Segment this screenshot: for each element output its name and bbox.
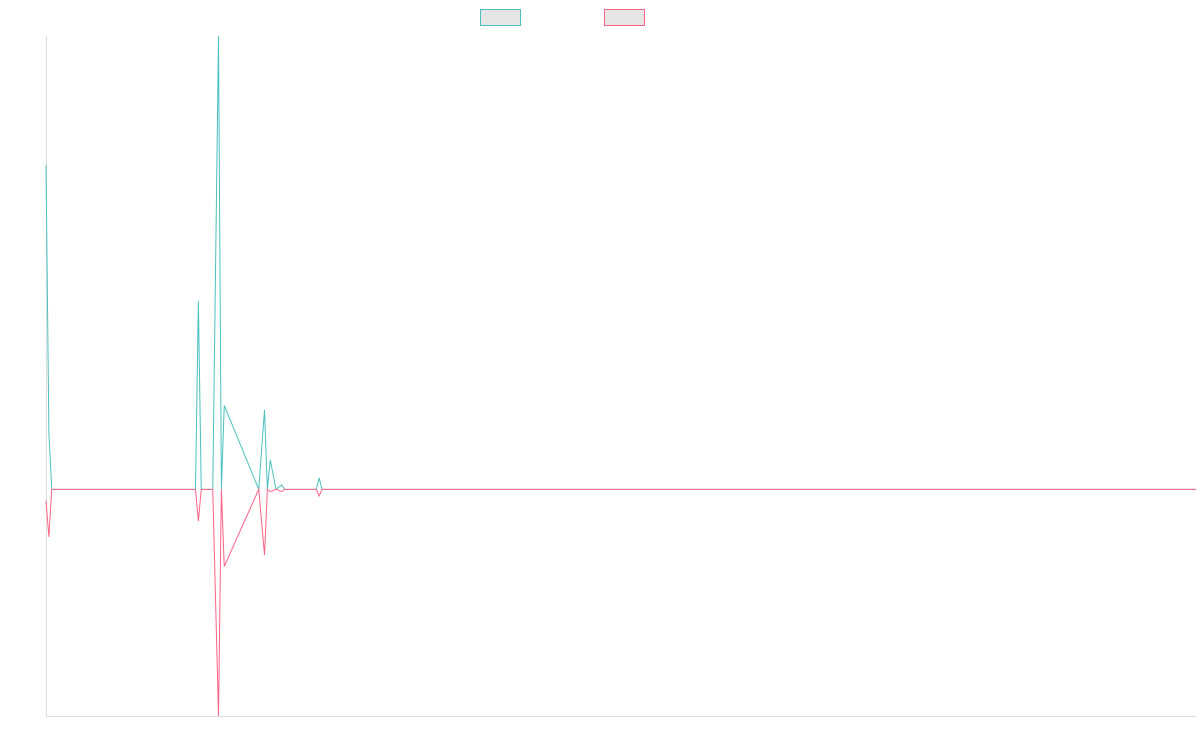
legend-swatch-series-1[interactable] (480, 9, 521, 26)
series-line-1 (45, 35, 1196, 491)
series-line-2 (45, 487, 1196, 717)
legend (480, 9, 645, 26)
series-group (45, 35, 1196, 717)
legend-swatch-series-2[interactable] (604, 9, 645, 26)
